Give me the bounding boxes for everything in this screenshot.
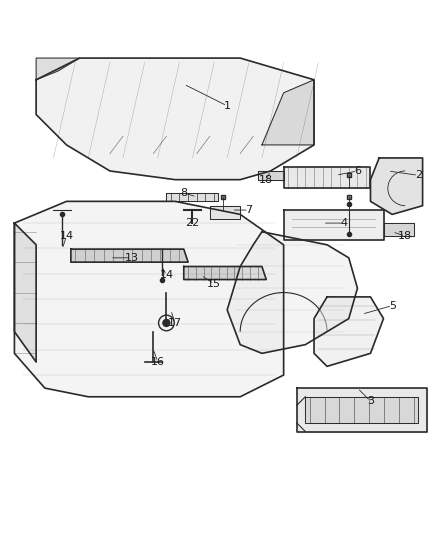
- Polygon shape: [227, 232, 357, 353]
- Text: 17: 17: [168, 318, 182, 328]
- Polygon shape: [184, 266, 266, 279]
- Polygon shape: [36, 58, 314, 180]
- Text: 2: 2: [415, 171, 422, 180]
- Polygon shape: [14, 223, 36, 362]
- Text: 16: 16: [151, 357, 165, 367]
- Text: 13: 13: [125, 253, 139, 263]
- Text: 7: 7: [245, 205, 253, 215]
- Text: 3: 3: [367, 396, 374, 406]
- Text: 6: 6: [354, 166, 361, 176]
- Text: 22: 22: [185, 218, 200, 228]
- Polygon shape: [297, 388, 427, 432]
- Text: 15: 15: [207, 279, 221, 289]
- Polygon shape: [384, 223, 414, 236]
- Polygon shape: [14, 201, 284, 397]
- Text: 5: 5: [388, 301, 395, 311]
- Polygon shape: [371, 158, 423, 214]
- Text: 14: 14: [59, 231, 73, 241]
- Polygon shape: [210, 206, 240, 219]
- Polygon shape: [314, 297, 384, 366]
- Text: 1: 1: [224, 101, 231, 111]
- Polygon shape: [257, 171, 284, 180]
- Polygon shape: [36, 58, 80, 80]
- Text: 18: 18: [259, 175, 273, 184]
- Circle shape: [163, 319, 170, 326]
- Polygon shape: [305, 397, 418, 423]
- Polygon shape: [166, 193, 218, 201]
- Text: 18: 18: [398, 231, 412, 241]
- Text: 14: 14: [160, 270, 173, 280]
- Polygon shape: [262, 80, 314, 145]
- Text: 8: 8: [180, 188, 187, 198]
- Text: 4: 4: [341, 218, 348, 228]
- Polygon shape: [71, 249, 188, 262]
- Polygon shape: [284, 210, 384, 240]
- Polygon shape: [284, 167, 371, 188]
